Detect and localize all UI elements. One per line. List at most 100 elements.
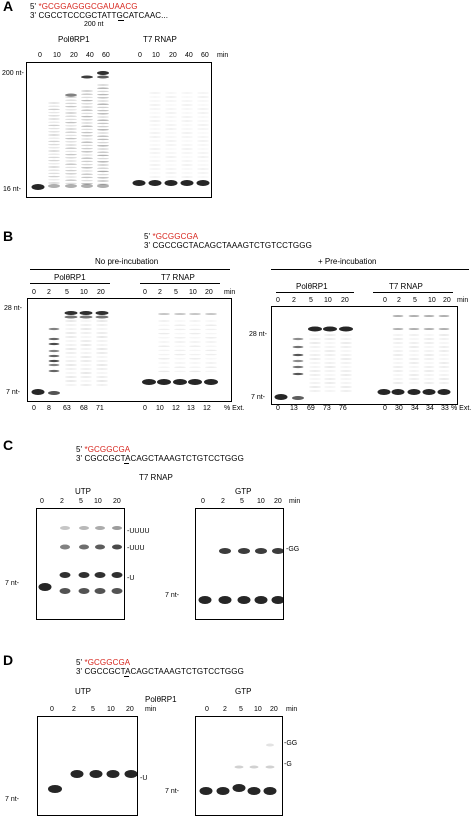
ladder-band [65, 121, 77, 124]
ladder-band [438, 366, 450, 368]
ladder-band [81, 151, 93, 153]
ladder-band [158, 320, 170, 322]
ladder-band [48, 137, 60, 139]
ladder-band [80, 364, 92, 366]
ladder-band [309, 370, 321, 372]
product-band [97, 71, 109, 75]
ladder-band [324, 354, 336, 356]
product-band [95, 311, 109, 315]
ladder-band [149, 124, 161, 126]
ladder-band [149, 116, 161, 118]
ladder-band [65, 348, 77, 350]
panel-d-template-seq: 3' CGCCGCTACAGCTAAAGTCTGTCCTGGG [76, 667, 244, 676]
primer-band [271, 596, 283, 604]
intermediate-band [48, 354, 60, 358]
ladder-band [324, 346, 336, 348]
primer-band [247, 787, 261, 795]
ladder-band [149, 112, 161, 113]
time-label: 10 [152, 52, 160, 59]
ladder-band [158, 366, 170, 368]
ladder-band [340, 354, 352, 356]
ladder-band [438, 334, 450, 336]
ladder-band [149, 120, 161, 122]
primer-band [237, 596, 251, 604]
five-prime-label: 5' [30, 2, 37, 11]
ladder-band [81, 122, 93, 124]
ladder-band [181, 160, 193, 162]
ladder-band [48, 134, 60, 136]
time-label: 20 [274, 498, 282, 505]
ladder-band [197, 112, 209, 114]
ladder-band [149, 132, 161, 134]
ladder-band [165, 120, 177, 121]
gel-image [199, 743, 277, 795]
primer-band [31, 389, 45, 395]
product-band [408, 328, 420, 330]
product-band-u [59, 572, 71, 578]
ladder-band [80, 384, 92, 386]
primer-band [157, 379, 171, 385]
ladder-band [149, 128, 161, 129]
ladder-band [340, 390, 352, 392]
band-label-uuuu: -UUUU [127, 528, 150, 535]
product-band-uuuu [95, 526, 105, 530]
ladder-band [205, 328, 217, 331]
time-unit: min [286, 706, 298, 713]
ladder-band [81, 167, 93, 169]
time-label: 60 [201, 52, 209, 59]
ladder-band [408, 358, 420, 360]
ladder-band [340, 358, 352, 360]
primer-band [437, 389, 451, 395]
ladder-band [65, 380, 77, 382]
ladder-band [189, 370, 201, 373]
template-sequence: CGCCGCTACAGCTAAAGTCTGTCCTGGG [152, 241, 312, 250]
time-label: 5 [91, 706, 95, 713]
ladder-band [181, 124, 193, 126]
time-label: 5 [413, 297, 417, 304]
gel-image [274, 315, 451, 400]
ladder-band [392, 350, 404, 352]
ladder-band [48, 166, 60, 168]
ladder-band [324, 390, 336, 392]
product-band [339, 326, 353, 332]
ladder-band [97, 161, 109, 163]
percent-extension: 33 [441, 405, 449, 412]
time-label: 0 [40, 498, 44, 505]
ladder-band [205, 366, 217, 368]
ladder-band [174, 370, 186, 373]
ladder-band [97, 167, 109, 169]
ladder-band [81, 157, 93, 159]
ladder-band [96, 320, 108, 322]
product-band-uuu [112, 544, 122, 550]
ladder-band [48, 156, 60, 159]
product-band-u [70, 770, 84, 778]
ladder-band [96, 348, 108, 350]
panel-b-label: B [3, 228, 14, 244]
time-label: 10 [257, 498, 265, 505]
ladder-band [65, 344, 77, 346]
panel-a-timepoints: 0 10 20 40 60 0 10 20 40 60 min [35, 52, 228, 62]
ladder-band [408, 382, 420, 384]
ladder-band [165, 104, 177, 105]
radiolabel-star: * [84, 658, 88, 667]
ladder-band [205, 358, 217, 360]
ladder-band [65, 147, 77, 149]
ladder-band [80, 340, 92, 342]
product-band-u [106, 770, 120, 778]
ladder-band [80, 372, 92, 374]
product-band-uuu [60, 544, 70, 550]
ladder-band [197, 108, 209, 110]
ladder-band [181, 112, 193, 113]
time-label: 5 [65, 289, 69, 296]
product-band-uuuu [112, 526, 122, 530]
ladder-band [149, 96, 161, 97]
product-band [423, 315, 435, 317]
time-unit: min [289, 498, 301, 505]
ladder-band [97, 97, 109, 99]
ladder-band [80, 320, 92, 322]
primer-band [274, 394, 288, 400]
ladder-band [189, 349, 201, 352]
ladder-band [48, 182, 60, 184]
panel-a-gel [26, 62, 212, 198]
five-prime-label: 5' [144, 232, 151, 241]
